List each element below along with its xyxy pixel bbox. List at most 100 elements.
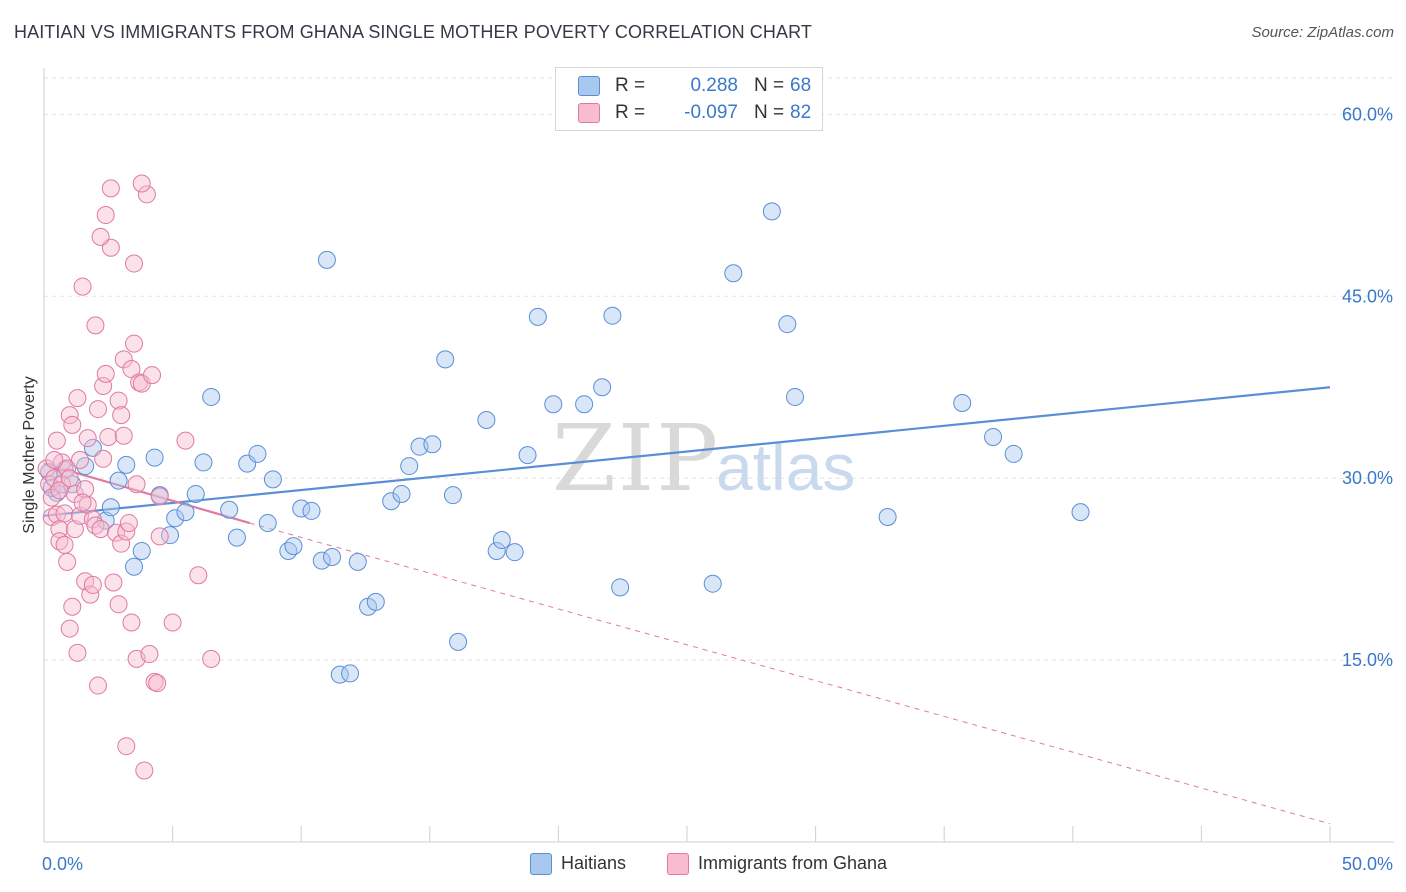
- ghana-trend-line: [43, 462, 251, 525]
- y-tick-label: 45.0%: [1342, 286, 1393, 306]
- y-tick-label: 60.0%: [1342, 104, 1393, 124]
- r-label: R =: [615, 102, 646, 123]
- haitians-point: [145, 448, 164, 467]
- haitians-point: [227, 528, 246, 547]
- haitians-point: [477, 410, 496, 429]
- ghana-point: [150, 527, 169, 546]
- haitians-point: [317, 250, 336, 269]
- ghana-point: [91, 227, 110, 246]
- series-legend: Haitians Immigrants from Ghana: [0, 852, 1406, 878]
- ghana-point: [71, 451, 90, 469]
- ghana-point: [163, 613, 182, 632]
- x-tick-label: 50.0%: [1342, 854, 1393, 874]
- ghana-point: [68, 643, 87, 662]
- haitians-point: [348, 552, 367, 571]
- ghana-point: [176, 431, 195, 450]
- haitians-point: [878, 507, 897, 526]
- n-label: N =: [754, 102, 785, 123]
- haitians-trend-line: [43, 386, 1331, 517]
- tick-labels: 15.0% 30.0% 45.0% 60.0% 0.0% 50.0%: [42, 104, 1393, 874]
- ghana-point: [42, 488, 61, 507]
- haitians-point: [186, 484, 205, 503]
- haitians-point: [1071, 503, 1090, 522]
- n-label: N =: [754, 75, 785, 96]
- haitians-point: [109, 471, 128, 490]
- ghana-point: [89, 676, 108, 695]
- haitians-point: [302, 501, 321, 520]
- haitians-point: [762, 202, 781, 221]
- ghana-swatch: [578, 103, 600, 123]
- haitians-legend-swatch: [530, 853, 552, 875]
- ghana-point: [73, 493, 92, 512]
- haitians-point: [505, 543, 524, 562]
- r-value: 0.288: [690, 75, 738, 96]
- trend-lines: [43, 386, 1331, 825]
- haitians-point: [449, 632, 468, 651]
- y-tick-label: 15.0%: [1342, 650, 1393, 670]
- haitians-point: [76, 457, 95, 476]
- n-value: 82: [790, 102, 812, 123]
- n-value: 68: [790, 75, 812, 96]
- haitians-point: [400, 457, 419, 476]
- haitians-point: [544, 395, 563, 414]
- ghana-point: [140, 645, 159, 664]
- haitians-point: [528, 307, 547, 326]
- y-axis-label: Single Mother Poverty: [21, 376, 38, 533]
- watermark: ZIP atlas: [552, 405, 855, 512]
- stats-legend: R = 0.288 N = 68 R = -0.097 N = 82: [555, 67, 823, 131]
- ghana-point: [135, 761, 154, 780]
- ghana-point: [132, 174, 151, 193]
- haitians-point: [194, 453, 213, 472]
- x-tick-label: 0.0%: [42, 854, 83, 874]
- ghana-point: [150, 487, 169, 506]
- haitians-point: [724, 264, 743, 283]
- haitians-point: [263, 470, 282, 489]
- haitians-point: [279, 541, 298, 560]
- ghana-point: [109, 595, 128, 614]
- haitians-swatch: [578, 76, 600, 96]
- ghana-point: [148, 674, 167, 693]
- ghana-point: [96, 364, 115, 383]
- ghana-point: [86, 516, 105, 535]
- ghana-point: [114, 350, 133, 369]
- haitians-point: [518, 446, 537, 465]
- ghana-point: [127, 475, 146, 494]
- haitians-point: [96, 511, 115, 530]
- haitians-point: [423, 435, 442, 454]
- ghana-point: [112, 534, 131, 553]
- ghana-point: [101, 179, 120, 198]
- ghana-point: [112, 406, 131, 425]
- ghana-point: [125, 334, 144, 353]
- haitians-point: [366, 592, 385, 611]
- haitians-point: [341, 664, 360, 683]
- ghana-point: [73, 277, 92, 296]
- y-tick-label: 30.0%: [1342, 468, 1393, 488]
- ghana-point: [78, 429, 97, 448]
- ghana-point: [60, 619, 79, 638]
- haitians-point: [323, 548, 342, 567]
- chart-title: HAITIAN VS IMMIGRANTS FROM GHANA SINGLE …: [14, 22, 812, 42]
- ghana-legend-swatch: [667, 853, 689, 875]
- haitians-point: [611, 578, 630, 597]
- ghana-point: [119, 514, 138, 533]
- ghana-point: [189, 566, 208, 585]
- haitians-point: [984, 427, 1003, 446]
- ghana-point: [63, 597, 82, 616]
- haitians-point: [492, 531, 511, 550]
- ghana-point: [122, 613, 141, 632]
- ghana-point: [60, 469, 79, 488]
- ghana-point: [137, 185, 156, 204]
- haitians-point: [166, 509, 185, 528]
- haitians-point: [292, 499, 311, 518]
- haitians-point: [703, 574, 722, 593]
- ghana-point: [143, 366, 162, 385]
- haitians-point: [778, 315, 797, 334]
- haitians-point: [284, 537, 303, 556]
- r-label: R =: [615, 75, 646, 96]
- ghana-point: [65, 520, 84, 539]
- ghana-point: [45, 451, 64, 469]
- ghana-point: [122, 360, 141, 379]
- haitians-point: [487, 541, 506, 560]
- haitians-point: [593, 378, 612, 397]
